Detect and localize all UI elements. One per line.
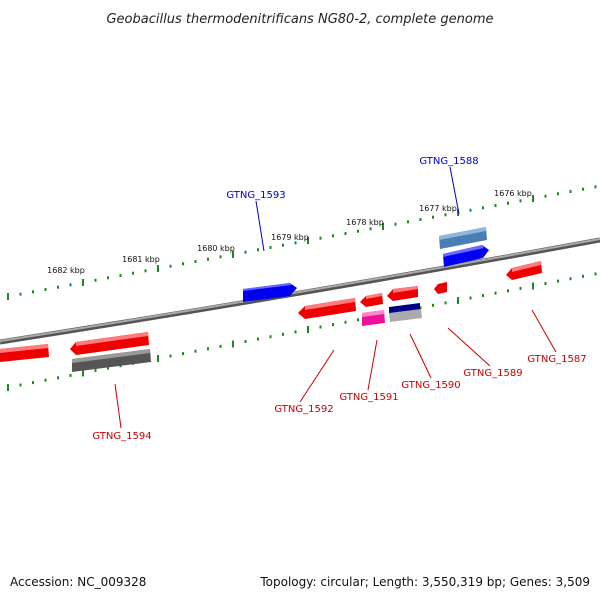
gene-label-GTNG_1588[interactable]: GTNG_1588 [419, 156, 478, 167]
kbp-label-1682: 1682 kbp [47, 266, 85, 275]
gene-GTNG_1588-upper[interactable] [439, 227, 487, 249]
gene-GTNG_1593[interactable] [243, 283, 297, 302]
feature-1590-lower[interactable] [389, 303, 422, 322]
gene-label-GTNG_1593[interactable]: GTNG_1593 [226, 190, 285, 201]
kbp-label-1680: 1680 kbp [197, 244, 235, 253]
gene-GTNG_1589[interactable] [434, 282, 447, 294]
leader-line-GTNG_1587 [531, 309, 557, 353]
feature-pseudo-1594[interactable] [72, 349, 151, 372]
upper-tick-marks [7, 185, 597, 300]
leader-line-GTNG_1592 [299, 349, 335, 403]
gene-GTNG_1590[interactable] [387, 286, 418, 301]
gene-GTNG_1588[interactable] [443, 245, 489, 267]
feature-rna-1591[interactable] [362, 310, 385, 326]
leader-line-GTNG_1591 [367, 339, 378, 391]
gene-GTNG_1592[interactable] [298, 298, 356, 319]
kbp-label-1681: 1681 kbp [122, 255, 160, 264]
gene-label-GTNG_1592[interactable]: GTNG_1592 [274, 404, 333, 415]
gene-label-GTNG_1589[interactable]: GTNG_1589 [463, 368, 522, 379]
gene-GTNG_1587[interactable] [506, 261, 542, 280]
leader-line-GTNG_1590 [409, 333, 432, 379]
leader-line-GTNG_1588 [449, 166, 460, 215]
kbp-label-1678: 1678 kbp [346, 218, 384, 227]
kbp-label-1679: 1679 kbp [271, 233, 309, 242]
leader-line-GTNG_1589 [447, 327, 491, 367]
genome-backbone-highlight [0, 238, 600, 342]
gene-label-GTNG_1594[interactable]: GTNG_1594 [92, 431, 151, 442]
gene-label-GTNG_1590[interactable]: GTNG_1590 [401, 380, 460, 391]
gene-left-partial[interactable] [0, 344, 49, 362]
kbp-label-1676: 1676 kbp [494, 189, 532, 198]
accession-text: Accession: NC_009328 [10, 575, 146, 589]
gene-GTNG_1594[interactable] [70, 332, 149, 355]
topology-text: Topology: circular; Length: 3,550,319 bp… [259, 575, 590, 589]
map-title: Geobacillus thermodenitrificans NG80-2, … [106, 12, 493, 27]
gene-label-GTNG_1587[interactable]: GTNG_1587 [527, 354, 586, 365]
kbp-label-1677: 1677 kbp [419, 204, 457, 213]
gene-GTNG_1591[interactable] [360, 293, 383, 307]
gene-label-GTNG_1591[interactable]: GTNG_1591 [339, 392, 398, 403]
leader-line-GTNG_1594 [114, 383, 122, 429]
leader-line-GTNG_1593 [255, 200, 265, 252]
lower-tick-marks [7, 272, 597, 391]
